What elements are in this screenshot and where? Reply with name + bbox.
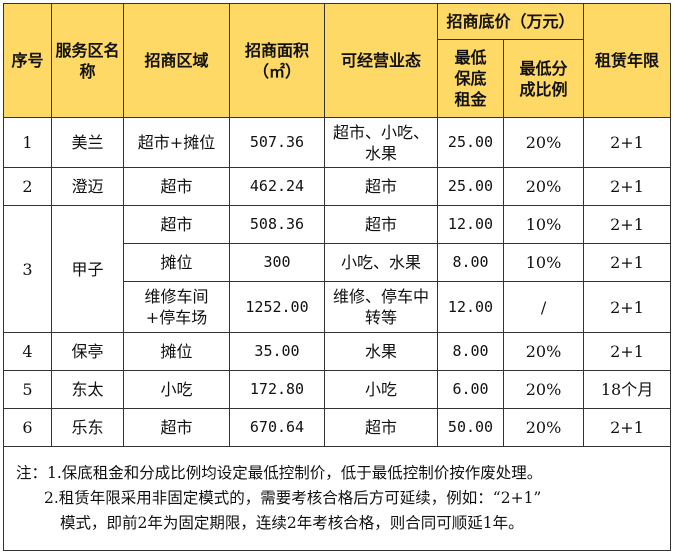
cell-term: 2+1 <box>583 243 672 282</box>
header-min-rent: 最低保底租金 <box>437 39 504 118</box>
header-term: 租赁年限 <box>583 3 672 118</box>
cell-business: 小吃、水果 <box>324 243 438 282</box>
cell-rent: 6.00 <box>437 370 504 409</box>
cell-name: 美兰 <box>51 117 124 168</box>
cell-name: 甲子 <box>51 205 124 333</box>
cell-name: 东太 <box>51 370 124 409</box>
cell-business: 水果 <box>324 332 438 371</box>
leasing-table: 序号 服务区名称 招商区域 招商面积（㎡） 可经营业态 招商底价（万元） 租赁年… <box>2 3 672 551</box>
cell-size: 172.80 <box>229 370 325 409</box>
cell-seq: 1 <box>3 117 52 168</box>
table-row: 2 澄迈 超市 462.24 超市 25.00 20% 2+1 <box>3 167 672 206</box>
table-row: 4 保亭 摊位 35.00 水果 8.00 20% 2+1 <box>3 332 672 371</box>
cell-term: 2+1 <box>583 117 672 168</box>
header-base-price-group: 招商底价（万元） <box>436 3 585 40</box>
table-row: 维修车间+停车场 1252.00 维修、停车中转等 12.00 / 2+1 <box>4 281 672 333</box>
cell-business: 超市、小吃、水果 <box>324 117 438 168</box>
cell-term: 2+1 <box>583 408 672 447</box>
cell-size: 508.36 <box>229 205 325 244</box>
table-row: 1 美兰 超市+摊位 507.36 超市、小吃、水果 25.00 20% 2+1 <box>3 117 672 168</box>
cell-rent: 25.00 <box>437 167 504 206</box>
cell-share: 20% <box>502 117 585 168</box>
header-size: 招商面积（㎡） <box>229 3 325 118</box>
cell-rent: 12.00 <box>437 281 504 333</box>
header-business: 可经营业态 <box>324 3 438 118</box>
header-row-1: 序号 服务区名称 招商区域 招商面积（㎡） 可经营业态 招商底价（万元） 租赁年… <box>3 3 672 118</box>
cell-share: 20% <box>502 167 585 206</box>
cell-size: 300 <box>229 243 325 282</box>
note-line-2: 2.租赁年限采用非固定模式的，需要考核合格后方可延续，例如：“2+1” <box>44 489 542 507</box>
header-row-2: 最低保底租金 最低分成比例 <box>4 39 671 118</box>
cell-zone: 摊位 <box>123 243 230 282</box>
cell-seq: 4 <box>3 332 52 371</box>
cell-name: 保亭 <box>51 332 124 371</box>
table-row: 6 乐东 超市 670.64 超市 50.00 20% 2+1 <box>3 408 672 447</box>
header-area-name: 服务区名称 <box>51 3 124 118</box>
cell-size: 462.24 <box>229 167 325 206</box>
cell-size: 670.64 <box>229 408 325 447</box>
cell-business: 维修、停车中转等 <box>324 281 438 333</box>
cell-business: 超市 <box>324 408 438 447</box>
header-zone: 招商区域 <box>123 3 230 118</box>
cell-share: / <box>502 281 585 333</box>
notes-cell: 注：1.保底租金和分成比例均设定最低控制价，低于最低控制价按作废处理。 2.租赁… <box>2 446 672 551</box>
note-line-3: 模式，即前2年为固定期限，连续2年考核合格，则合同可顺延1年。 <box>60 514 524 532</box>
cell-seq: 6 <box>3 408 52 447</box>
cell-business: 超市 <box>324 167 438 206</box>
cell-term: 2+1 <box>583 167 672 206</box>
cell-zone: 超市 <box>123 167 230 206</box>
header-seq: 序号 <box>3 3 52 118</box>
cell-share: 20% <box>502 332 585 371</box>
cell-term: 2+1 <box>583 281 672 333</box>
cell-seq: 5 <box>3 370 52 409</box>
cell-share: 20% <box>502 370 585 409</box>
table-row: 摊位 300 小吃、水果 8.00 10% 2+1 <box>4 243 672 282</box>
cell-business: 超市 <box>324 205 438 244</box>
cell-zone: 摊位 <box>123 332 230 371</box>
cell-seq: 3 <box>3 205 52 333</box>
cell-seq: 2 <box>3 167 52 206</box>
header-min-share: 最低分成比例 <box>502 39 585 118</box>
notes-row: 注：1.保底租金和分成比例均设定最低控制价，低于最低控制价按作废处理。 2.租赁… <box>2 446 672 551</box>
cell-name: 澄迈 <box>51 167 124 206</box>
cell-zone: 超市 <box>123 408 230 447</box>
cell-size: 35.00 <box>229 332 325 371</box>
cell-rent: 8.00 <box>437 332 504 371</box>
cell-size: 507.36 <box>229 117 325 168</box>
cell-zone: 维修车间+停车场 <box>123 281 230 333</box>
cell-term: 2+1 <box>583 205 672 244</box>
cell-term: 2+1 <box>583 332 672 371</box>
cell-business: 小吃 <box>324 370 438 409</box>
cell-size: 1252.00 <box>229 281 325 333</box>
table-row: 3 甲子 超市 508.36 超市 12.00 10% 2+1 <box>3 205 672 333</box>
cell-term: 18个月 <box>583 370 672 409</box>
note-line-1: 注：1.保底租金和分成比例均设定最低控制价，低于最低控制价按作废处理。 <box>16 464 543 482</box>
cell-rent: 25.00 <box>437 117 504 168</box>
cell-zone: 小吃 <box>123 370 230 409</box>
cell-rent: 50.00 <box>437 408 504 447</box>
cell-zone: 超市 <box>123 205 230 244</box>
table-row: 5 东太 小吃 172.80 小吃 6.00 20% 18个月 <box>3 370 672 409</box>
cell-share: 10% <box>502 243 585 282</box>
cell-name: 乐东 <box>51 408 124 447</box>
cell-rent: 8.00 <box>437 243 504 282</box>
cell-rent: 12.00 <box>437 205 504 244</box>
cell-share: 20% <box>502 408 585 447</box>
cell-zone: 超市+摊位 <box>123 117 230 168</box>
cell-share: 10% <box>502 205 585 244</box>
